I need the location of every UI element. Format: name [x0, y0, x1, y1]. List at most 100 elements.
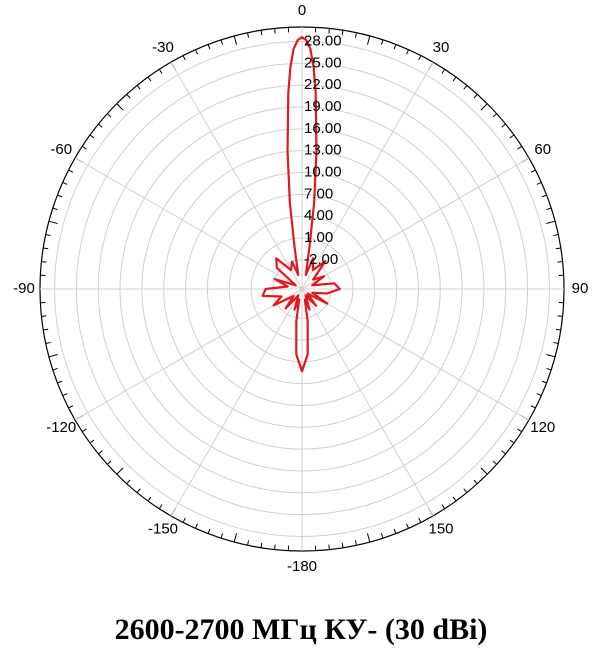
minor-tick [480, 103, 488, 111]
angle-tick-label: 60 [534, 141, 551, 158]
minor-tick [48, 220, 58, 225]
minor-tick [406, 523, 410, 529]
angle-tick-label: 30 [433, 39, 450, 56]
minor-tick [555, 328, 561, 331]
minor-tick [328, 544, 330, 550]
r-tick-label: 28.00 [304, 33, 342, 50]
minor-tick [81, 145, 87, 150]
minor-tick [158, 504, 163, 510]
angle-tick-label: 90 [572, 280, 589, 297]
minor-tick [418, 517, 422, 523]
minor-tick [546, 367, 552, 371]
minor-tick [473, 93, 478, 99]
minor-tick [406, 49, 410, 55]
minor-tick [43, 328, 49, 331]
minor-tick [341, 30, 344, 36]
minor-tick [247, 32, 250, 38]
minor-tick [463, 85, 468, 90]
grid-spoke [74, 288, 303, 421]
minor-tick [98, 123, 103, 128]
grid-spoke [301, 157, 530, 290]
minor-tick [106, 113, 112, 118]
minor-tick [45, 341, 51, 344]
grid-spoke [301, 288, 434, 517]
grid-spoke [74, 157, 303, 290]
minor-tick [158, 68, 163, 74]
r-tick-label: 13.00 [304, 142, 342, 159]
minor-tick [57, 380, 63, 384]
grid-spoke [170, 61, 303, 290]
minor-tick [354, 540, 357, 546]
r-tick-label: 7.00 [304, 185, 333, 202]
angle-tick-label: -150 [148, 521, 178, 538]
minor-tick [366, 35, 371, 45]
angle-tick-label: -120 [46, 419, 76, 436]
grid-spoke [301, 288, 530, 421]
minor-tick [473, 479, 478, 485]
minor-tick [260, 30, 263, 36]
chart-title: 2600-2700 МГц КУ- (30 dBi) [115, 613, 488, 646]
minor-tick [546, 353, 556, 358]
minor-tick [517, 428, 523, 433]
minor-tick [48, 353, 58, 358]
minor-tick [536, 181, 542, 185]
minor-tick [41, 315, 47, 317]
minor-tick [207, 44, 211, 50]
angle-tick-label: 120 [530, 419, 555, 436]
minor-tick [328, 28, 330, 34]
grid-spoke [170, 288, 303, 517]
minor-tick [492, 113, 498, 118]
minor-tick [220, 533, 224, 539]
minor-tick [89, 439, 95, 444]
minor-tick [380, 533, 384, 539]
minor-tick [62, 181, 68, 185]
angle-tick-label: 0 [298, 2, 306, 19]
minor-tick [492, 460, 498, 465]
minor-tick [274, 28, 276, 34]
minor-tick [136, 488, 141, 493]
minor-tick [366, 533, 371, 543]
minor-tick [194, 523, 198, 529]
angle-tick-label: -30 [152, 39, 174, 56]
minor-tick [57, 194, 63, 198]
minor-tick [557, 315, 563, 317]
minor-tick [207, 528, 211, 534]
r-tick-label: -2.00 [304, 251, 338, 268]
minor-tick [81, 428, 87, 433]
minor-tick [52, 367, 58, 371]
minor-tick [452, 496, 457, 502]
minor-tick [541, 380, 547, 384]
minor-tick [509, 134, 515, 139]
minor-tick [260, 542, 263, 548]
minor-tick [509, 439, 515, 444]
angle-tick-label: 150 [428, 521, 453, 538]
minor-tick [116, 103, 124, 111]
minor-tick [463, 488, 468, 493]
minor-tick [441, 504, 446, 510]
minor-tick [147, 76, 152, 82]
minor-tick [380, 39, 384, 45]
r-tick-label: 19.00 [304, 98, 342, 115]
minor-tick [68, 169, 74, 173]
r-tick-label: 25.00 [304, 54, 342, 71]
minor-tick [501, 123, 506, 128]
minor-tick [418, 55, 422, 61]
minor-tick [393, 528, 397, 534]
minor-tick [106, 460, 112, 465]
r-tick-label: 16.00 [304, 120, 342, 137]
minor-tick [517, 145, 523, 150]
angle-tick-label: -180 [287, 558, 317, 575]
minor-tick [546, 207, 552, 211]
minor-tick [480, 467, 488, 475]
minor-tick [541, 194, 547, 198]
minor-tick [52, 207, 58, 211]
minor-tick [530, 169, 536, 173]
minor-tick [341, 542, 344, 548]
minor-tick [68, 405, 74, 409]
minor-tick [182, 55, 186, 61]
minor-tick [354, 32, 357, 38]
minor-tick [220, 39, 224, 45]
minor-tick [274, 544, 276, 550]
minor-tick [62, 393, 68, 397]
